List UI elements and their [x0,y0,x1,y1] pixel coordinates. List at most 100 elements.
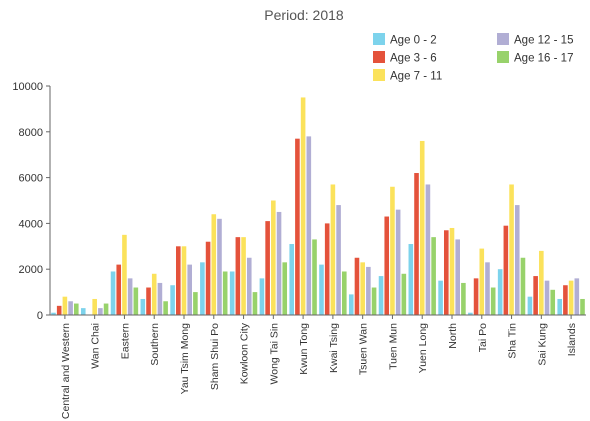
y-tick-label: 0 [37,310,43,322]
bars [51,97,585,315]
legend: Age 0 - 2 Age 3 - 6 Age 7 - 11 Age 12 - 15 A… [373,33,573,83]
x-tick-label: Yuen Long [417,323,429,373]
bar [122,234,127,315]
legend-swatch [373,69,385,81]
bar [187,264,192,315]
bar [539,250,544,315]
bar [217,218,222,315]
x-tick-label: North [447,323,459,349]
y-tick-label: 6000 [19,173,43,185]
bar [133,287,139,315]
legend-item[interactable]: Age 16 - 17 [497,51,573,65]
bar [563,285,568,315]
legend-item[interactable]: Age 0 - 2 [373,33,437,47]
bar [116,264,122,315]
x-tick-label: Tai Po [477,323,489,352]
bar [425,184,431,315]
bar [479,248,485,315]
bar [550,289,556,315]
bar [533,276,538,315]
bar [193,292,198,315]
bar [110,271,116,315]
legend-swatch [373,51,385,63]
bar [51,312,56,315]
bar [503,225,509,315]
bar [235,237,241,315]
bar [211,214,217,315]
legend-label: Age 7 - 11 [390,71,442,83]
x-tick-label: Islands [566,323,578,356]
bar [127,278,133,315]
bar [319,264,324,315]
bar [103,303,109,315]
legend-item[interactable]: Age 12 - 15 [497,33,573,47]
legend-item[interactable]: Age 3 - 6 [373,51,437,65]
bar [282,262,288,315]
bar [490,287,496,315]
bar [205,241,211,315]
bar [176,246,181,315]
bar [271,200,276,315]
bar [140,298,146,315]
bar [80,308,86,315]
bar [366,266,371,315]
legend-item[interactable]: Age 7 - 11 [373,69,442,83]
bar [461,282,466,315]
bar [181,246,187,315]
y-tick-label: 8000 [19,127,43,139]
y-tick-label: 10000 [12,81,43,93]
bar [544,280,550,315]
bar [157,282,163,315]
bar [348,294,354,315]
bar [473,278,479,315]
bar [151,273,157,315]
bar [229,271,235,315]
bar [341,271,347,315]
bar [557,298,563,315]
legend-swatch [497,51,509,63]
bar [449,227,455,315]
x-tick-label: Wong Tai Sin [268,323,280,385]
bar [438,280,443,315]
bar [408,244,414,315]
bar [485,262,490,315]
bar [514,205,520,315]
bar [378,276,384,315]
bar [246,257,252,315]
bar [419,140,425,315]
legend-label: Age 16 - 17 [514,53,573,65]
y-axis: 0 2000 4000 6000 8000 10000 [12,81,51,322]
x-tick-label: Central and Western [60,323,72,419]
bar [68,301,73,315]
bar [401,273,407,315]
bar [574,278,580,315]
legend-swatch [373,33,385,45]
x-tick-label: Wan Chai [90,323,102,369]
legend-label: Age 12 - 15 [514,35,573,47]
legend-swatch [497,33,509,45]
x-tick-label: Yau Tsim Mong [179,323,191,395]
x-tick-label: Tuen Mun [387,323,399,370]
x-tick-label: Sham Shui Po [209,323,221,390]
bar [330,184,336,315]
legend-label: Age 3 - 6 [390,53,437,65]
bar [414,173,419,315]
x-tick-label: Tsuen Wan [358,323,370,375]
y-tick-label: 4000 [19,218,43,230]
bar [265,221,270,315]
x-tick-label: Kwun Tong [298,323,310,375]
bar [509,184,514,315]
bar [497,269,503,315]
bar [520,257,526,315]
bar [276,211,282,315]
bar [360,262,365,315]
bar [200,262,205,315]
bar [62,296,68,315]
bar [241,237,246,315]
bar [306,136,312,315]
bar [395,209,401,315]
bar [73,303,79,315]
bar [468,312,473,315]
bar [92,298,97,315]
